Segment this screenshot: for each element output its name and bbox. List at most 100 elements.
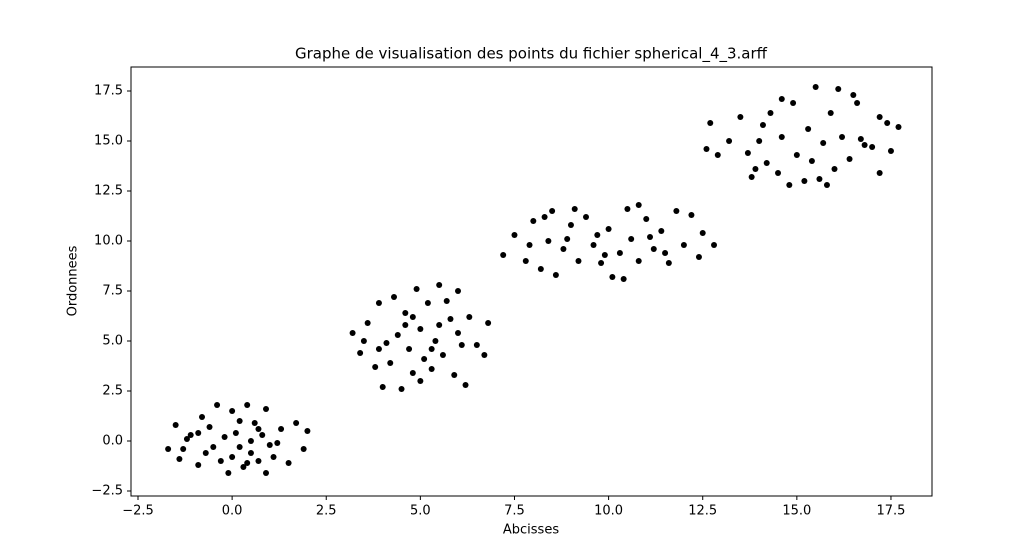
point [786, 182, 793, 188]
point [195, 462, 202, 468]
point [839, 134, 846, 140]
point [187, 432, 194, 438]
point [759, 122, 766, 128]
point [183, 436, 190, 442]
point [831, 166, 838, 172]
point [394, 332, 401, 338]
point [485, 320, 492, 326]
point [379, 384, 386, 390]
point [451, 372, 458, 378]
point [221, 434, 228, 440]
point [455, 288, 462, 294]
y-tick-label: 10.0 [94, 234, 123, 249]
point [251, 420, 258, 426]
point [537, 266, 544, 272]
point [458, 342, 465, 348]
point [854, 100, 861, 106]
point [372, 364, 379, 370]
point [594, 232, 601, 238]
point [364, 320, 371, 326]
point [387, 360, 394, 366]
point [846, 156, 853, 162]
point [650, 246, 657, 252]
point [643, 216, 650, 222]
point [835, 86, 842, 92]
point [549, 208, 556, 214]
point [176, 456, 183, 462]
x-tick-label: 10.0 [594, 504, 623, 519]
point [823, 182, 830, 188]
point [545, 238, 552, 244]
point [375, 346, 382, 352]
point [707, 120, 714, 126]
point [455, 330, 462, 336]
x-tick-label: 7.5 [504, 504, 525, 519]
point [680, 242, 687, 248]
point [801, 178, 808, 184]
point [793, 152, 800, 158]
point [229, 454, 236, 460]
point [560, 246, 567, 252]
point [432, 338, 439, 344]
point [244, 460, 251, 466]
point [850, 92, 857, 98]
point [778, 96, 785, 102]
point [575, 258, 582, 264]
point [383, 340, 390, 346]
point [703, 146, 710, 152]
point [424, 300, 431, 306]
point [699, 230, 706, 236]
point [726, 138, 733, 144]
point [247, 438, 254, 444]
x-axis-label: Abcisses [503, 523, 559, 538]
point [552, 272, 559, 278]
point [820, 140, 827, 146]
point [443, 298, 450, 304]
point [620, 276, 627, 282]
y-tick-label: 15.0 [94, 134, 123, 149]
point [236, 444, 243, 450]
point [526, 242, 533, 248]
point [214, 402, 221, 408]
y-tick-label: 0.0 [102, 434, 123, 449]
x-tick-label: −2.5 [122, 504, 154, 519]
point [605, 226, 612, 232]
point [752, 166, 759, 172]
point [500, 252, 507, 258]
point [240, 464, 247, 470]
y-tick-label: 7.5 [102, 284, 123, 299]
y-tick-label: −2.5 [91, 484, 123, 499]
point [857, 136, 864, 142]
point [263, 470, 270, 476]
point [210, 444, 217, 450]
point [206, 424, 213, 430]
point [869, 144, 876, 150]
point [658, 228, 665, 234]
point [202, 450, 209, 456]
point [711, 242, 718, 248]
point [805, 126, 812, 132]
point [293, 420, 300, 426]
y-tick-label: 12.5 [94, 184, 123, 199]
point [541, 214, 548, 220]
point [744, 150, 751, 156]
point [530, 218, 537, 224]
point [571, 206, 578, 212]
point [447, 316, 454, 322]
point [402, 322, 409, 328]
point [816, 176, 823, 182]
point [522, 258, 529, 264]
point [285, 460, 292, 466]
point [790, 100, 797, 106]
point [421, 356, 428, 362]
point [601, 252, 608, 258]
point [360, 338, 367, 344]
point [827, 110, 834, 116]
point [406, 346, 413, 352]
point [357, 350, 364, 356]
point [778, 134, 785, 140]
point [278, 426, 285, 432]
point [462, 382, 469, 388]
x-tick-label: 2.5 [316, 504, 337, 519]
point [876, 114, 883, 120]
